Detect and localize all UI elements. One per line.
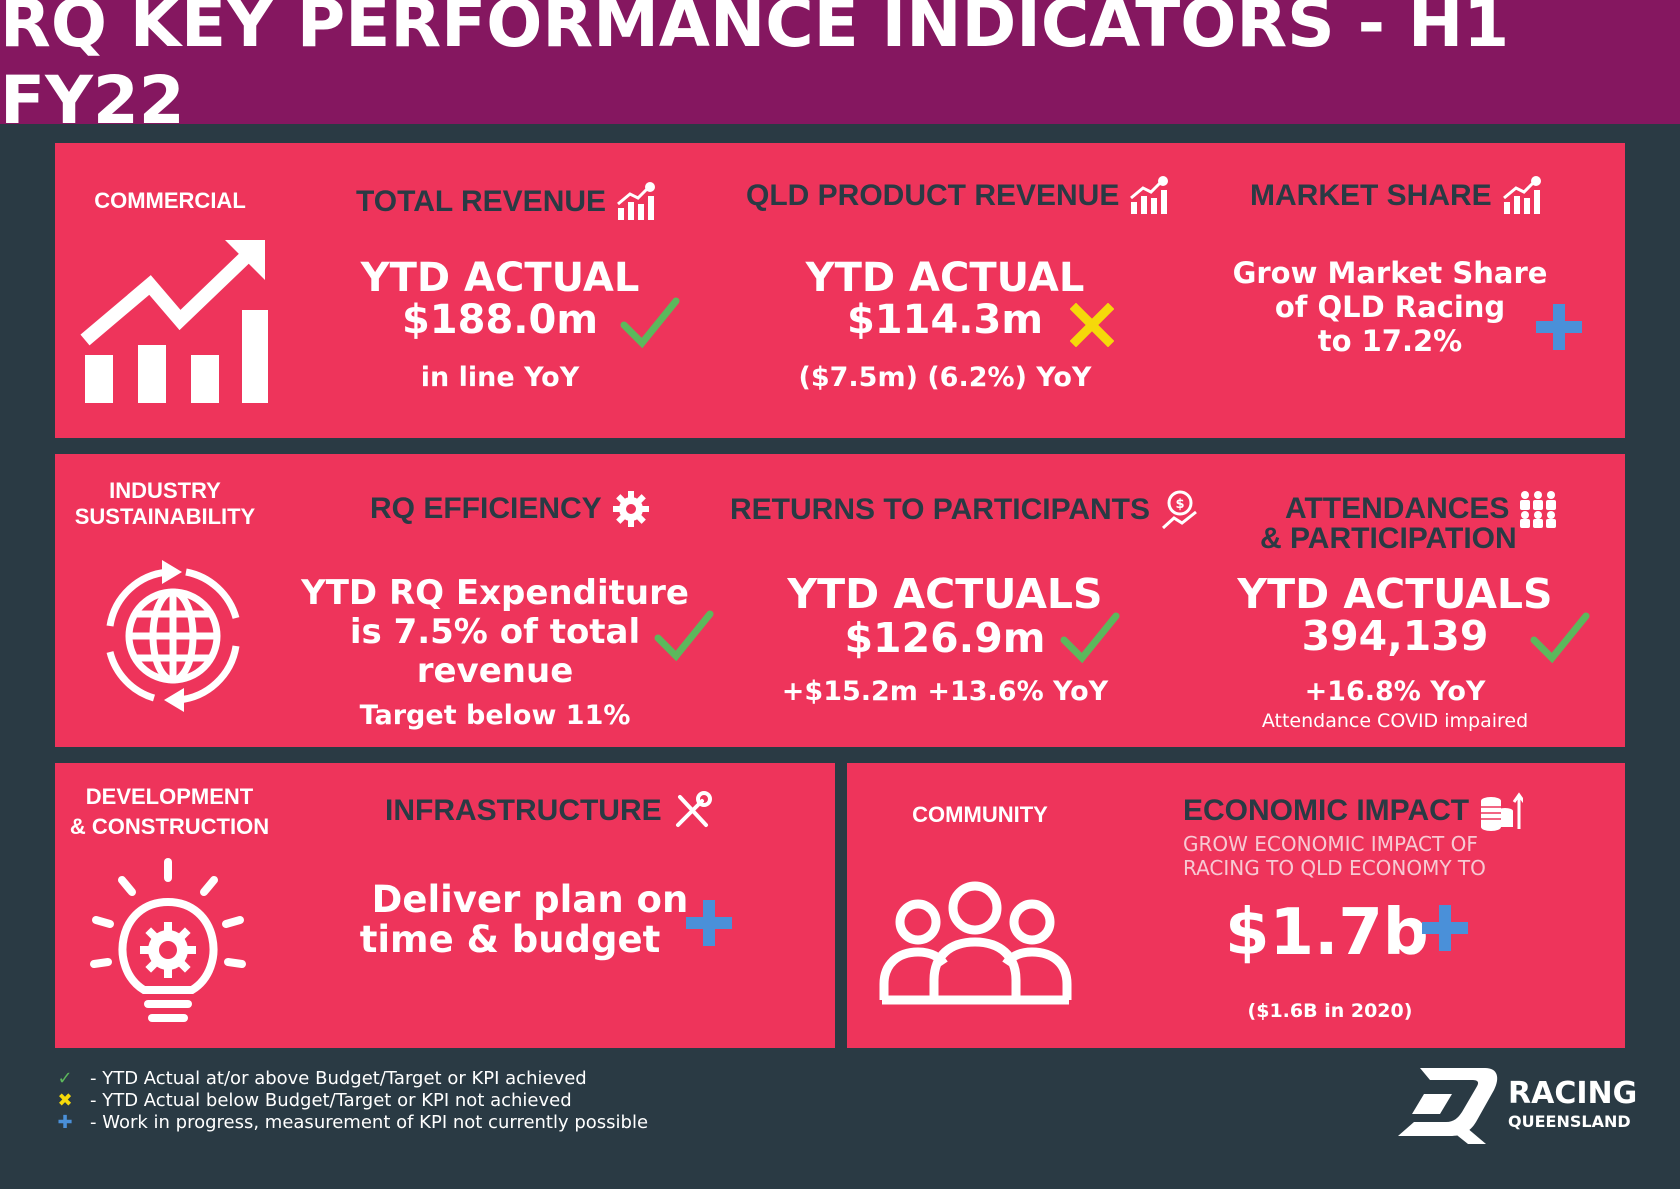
people-group-icon <box>1520 491 1557 528</box>
legend-item-not-achieved: ✖ - YTD Actual below Budget/Target or KP… <box>54 1090 572 1111</box>
legend-text: - YTD Actual at/or above Budget/Target o… <box>90 1068 587 1089</box>
economic-impact-value: $1.7b <box>1225 896 1429 970</box>
development-category-line1: DEVELOPMENT <box>85 784 254 809</box>
check-icon <box>620 297 680 349</box>
qld-product-revenue-yoy: ($7.5m) (6.2%) YoY <box>798 362 1092 393</box>
market-share-line3: to 17.2% <box>1317 324 1463 358</box>
returns-title-text: RETURNS TO PARTICIPANTS <box>730 493 1151 526</box>
attendances-yoy: +16.8% YoY <box>1304 676 1486 707</box>
rq-efficiency-line2: is 7.5% of total <box>349 612 641 652</box>
plus-icon <box>1422 905 1468 951</box>
community-category-label: COMMUNITY <box>912 802 1048 827</box>
qld-product-revenue-title: QLD PRODUCT REVENUE <box>746 176 1169 216</box>
rq-efficiency-target: Target below 11% <box>359 700 631 731</box>
revenue-chart-icon <box>1502 176 1541 214</box>
returns-line1: YTD ACTUALS <box>787 570 1103 618</box>
rq-efficiency-title-text: RQ EFFICIENCY <box>370 492 602 525</box>
attendances-value: 394,139 <box>1301 612 1489 660</box>
legend-text: - Work in progress, measurement of KPI n… <box>90 1112 649 1133</box>
check-icon <box>1530 612 1590 664</box>
total-revenue-title: TOTAL REVENUE <box>356 182 656 222</box>
total-revenue-title-text: TOTAL REVENUE <box>356 185 607 218</box>
returns-title: RETURNS TO PARTICIPANTS $ <box>730 490 1200 530</box>
attendances-note: Attendance COVID impaired <box>1261 710 1529 732</box>
economic-impact-desc-line2: RACING TO QLD ECONOMY TO <box>1183 856 1486 880</box>
check-icon: ✓ <box>57 1068 73 1089</box>
economic-impact-desc-line1: GROW ECONOMIC IMPACT OF <box>1183 832 1478 856</box>
total-revenue-yoy: in line YoY <box>420 362 580 393</box>
gear-icon <box>612 491 649 527</box>
attendances-title-line1: ATTENDANCES <box>1285 490 1557 528</box>
rq-efficiency-title: RQ EFFICIENCY <box>370 490 650 528</box>
header-banner: RQ KEY PERFORMANCE INDICATORS - H1 FY22 <box>0 0 1680 139</box>
cross-icon: ✖ <box>57 1090 73 1111</box>
racing-queensland-logo: RACING QUEENSLAND <box>1390 1060 1637 1145</box>
infrastructure-line2: time & budget <box>359 918 661 961</box>
legend-item-in-progress: ✚ - Work in progress, measurement of KPI… <box>54 1112 648 1133</box>
legend-text: - YTD Actual below Budget/Target or KPI … <box>90 1090 572 1111</box>
rq-efficiency-line1: YTD RQ Expenditure <box>301 573 689 613</box>
plus-icon: ✚ <box>57 1112 73 1133</box>
svg-text:$: $ <box>1175 497 1184 512</box>
attendances-title-line2: & PARTICIPATION <box>1260 522 1517 555</box>
tools-icon <box>675 791 712 827</box>
returns-yoy: +$15.2m +13.6% YoY <box>781 676 1109 707</box>
infrastructure-line1: Deliver plan on <box>371 878 689 921</box>
infrastructure-title-text: INFRASTRUCTURE <box>385 794 662 827</box>
racing-queensland-mark <box>1398 1068 1498 1144</box>
qld-product-revenue-title-text: QLD PRODUCT REVENUE <box>746 179 1120 212</box>
total-revenue-line1: YTD ACTUAL <box>360 255 640 301</box>
coins-growth-icon <box>1481 792 1524 831</box>
attendances-line1: YTD ACTUALS <box>1237 570 1553 618</box>
globe-cycle-icon <box>106 560 240 712</box>
infrastructure-title: INFRASTRUCTURE <box>385 791 712 831</box>
logo-line2: QUEENSLAND <box>1508 1112 1631 1131</box>
check-icon <box>654 610 714 662</box>
rq-efficiency-line3: revenue <box>416 651 574 691</box>
plus-icon <box>686 900 732 946</box>
market-share-line1: Grow Market Share <box>1232 256 1548 290</box>
page-title: RQ KEY PERFORMANCE INDICATORS - H1 FY22 <box>0 0 1510 139</box>
revenue-chart-icon <box>1130 176 1169 214</box>
commercial-panel <box>55 143 1625 438</box>
lightbulb-gear-icon <box>90 858 246 1022</box>
returns-value: $126.9m <box>844 614 1046 662</box>
revenue-chart-icon <box>617 182 656 220</box>
money-growth-icon: $ <box>1162 490 1197 530</box>
growth-chart-icon <box>80 240 268 403</box>
industry-panel <box>55 454 1625 747</box>
legend-item-achieved: ✓ - YTD Actual at/or above Budget/Target… <box>54 1068 587 1089</box>
economic-impact-title: ECONOMIC IMPACT <box>1183 791 1524 831</box>
attendances-title-text: ATTENDANCES <box>1285 492 1510 525</box>
market-share-title-text: MARKET SHARE <box>1250 179 1492 212</box>
industry-category-line2: SUSTAINABILITY <box>74 504 256 529</box>
development-category-line2: & CONSTRUCTION <box>69 814 270 839</box>
logo-line1: RACING <box>1508 1076 1638 1111</box>
total-revenue-value: $188.0m <box>401 297 599 343</box>
qld-product-revenue-line1: YTD ACTUAL <box>805 255 1085 301</box>
economic-impact-note: ($1.6B in 2020) <box>1247 1000 1413 1022</box>
qld-product-revenue-value: $114.3m <box>846 297 1044 343</box>
industry-category-line1: INDUSTRY <box>109 478 221 503</box>
cross-icon <box>1070 303 1114 347</box>
community-people-icon <box>879 881 1072 1005</box>
check-icon <box>1060 612 1120 664</box>
market-share-line2: of QLD Racing <box>1274 290 1506 324</box>
commercial-category-label: COMMERCIAL <box>94 188 246 213</box>
economic-impact-title-text: ECONOMIC IMPACT <box>1183 794 1470 827</box>
market-share-title: MARKET SHARE <box>1250 176 1542 216</box>
plus-icon <box>1536 304 1582 350</box>
